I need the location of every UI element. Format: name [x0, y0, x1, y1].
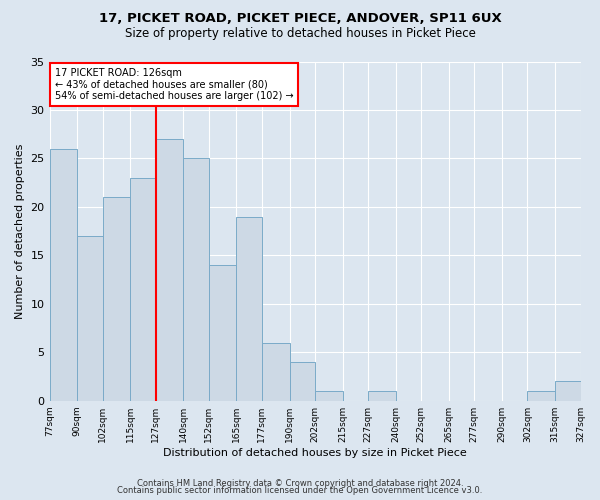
Bar: [209, 265, 236, 400]
Bar: [368, 391, 396, 400]
Text: 17 PICKET ROAD: 126sqm
← 43% of detached houses are smaller (80)
54% of semi-det: 17 PICKET ROAD: 126sqm ← 43% of detached…: [55, 68, 293, 102]
Bar: [315, 391, 343, 400]
Bar: [77, 236, 103, 400]
Bar: [184, 158, 209, 400]
Bar: [156, 139, 184, 400]
Bar: [262, 342, 290, 400]
Text: Contains public sector information licensed under the Open Government Licence v3: Contains public sector information licen…: [118, 486, 482, 495]
Bar: [527, 391, 555, 400]
Bar: [290, 362, 315, 401]
Text: Size of property relative to detached houses in Picket Piece: Size of property relative to detached ho…: [125, 28, 475, 40]
Bar: [236, 216, 262, 400]
Bar: [103, 197, 130, 400]
X-axis label: Distribution of detached houses by size in Picket Piece: Distribution of detached houses by size …: [163, 448, 467, 458]
Bar: [50, 148, 77, 400]
Y-axis label: Number of detached properties: Number of detached properties: [15, 144, 25, 319]
Text: 17, PICKET ROAD, PICKET PIECE, ANDOVER, SP11 6UX: 17, PICKET ROAD, PICKET PIECE, ANDOVER, …: [98, 12, 502, 26]
Text: Contains HM Land Registry data © Crown copyright and database right 2024.: Contains HM Land Registry data © Crown c…: [137, 478, 463, 488]
Bar: [130, 178, 156, 400]
Bar: [555, 382, 581, 400]
